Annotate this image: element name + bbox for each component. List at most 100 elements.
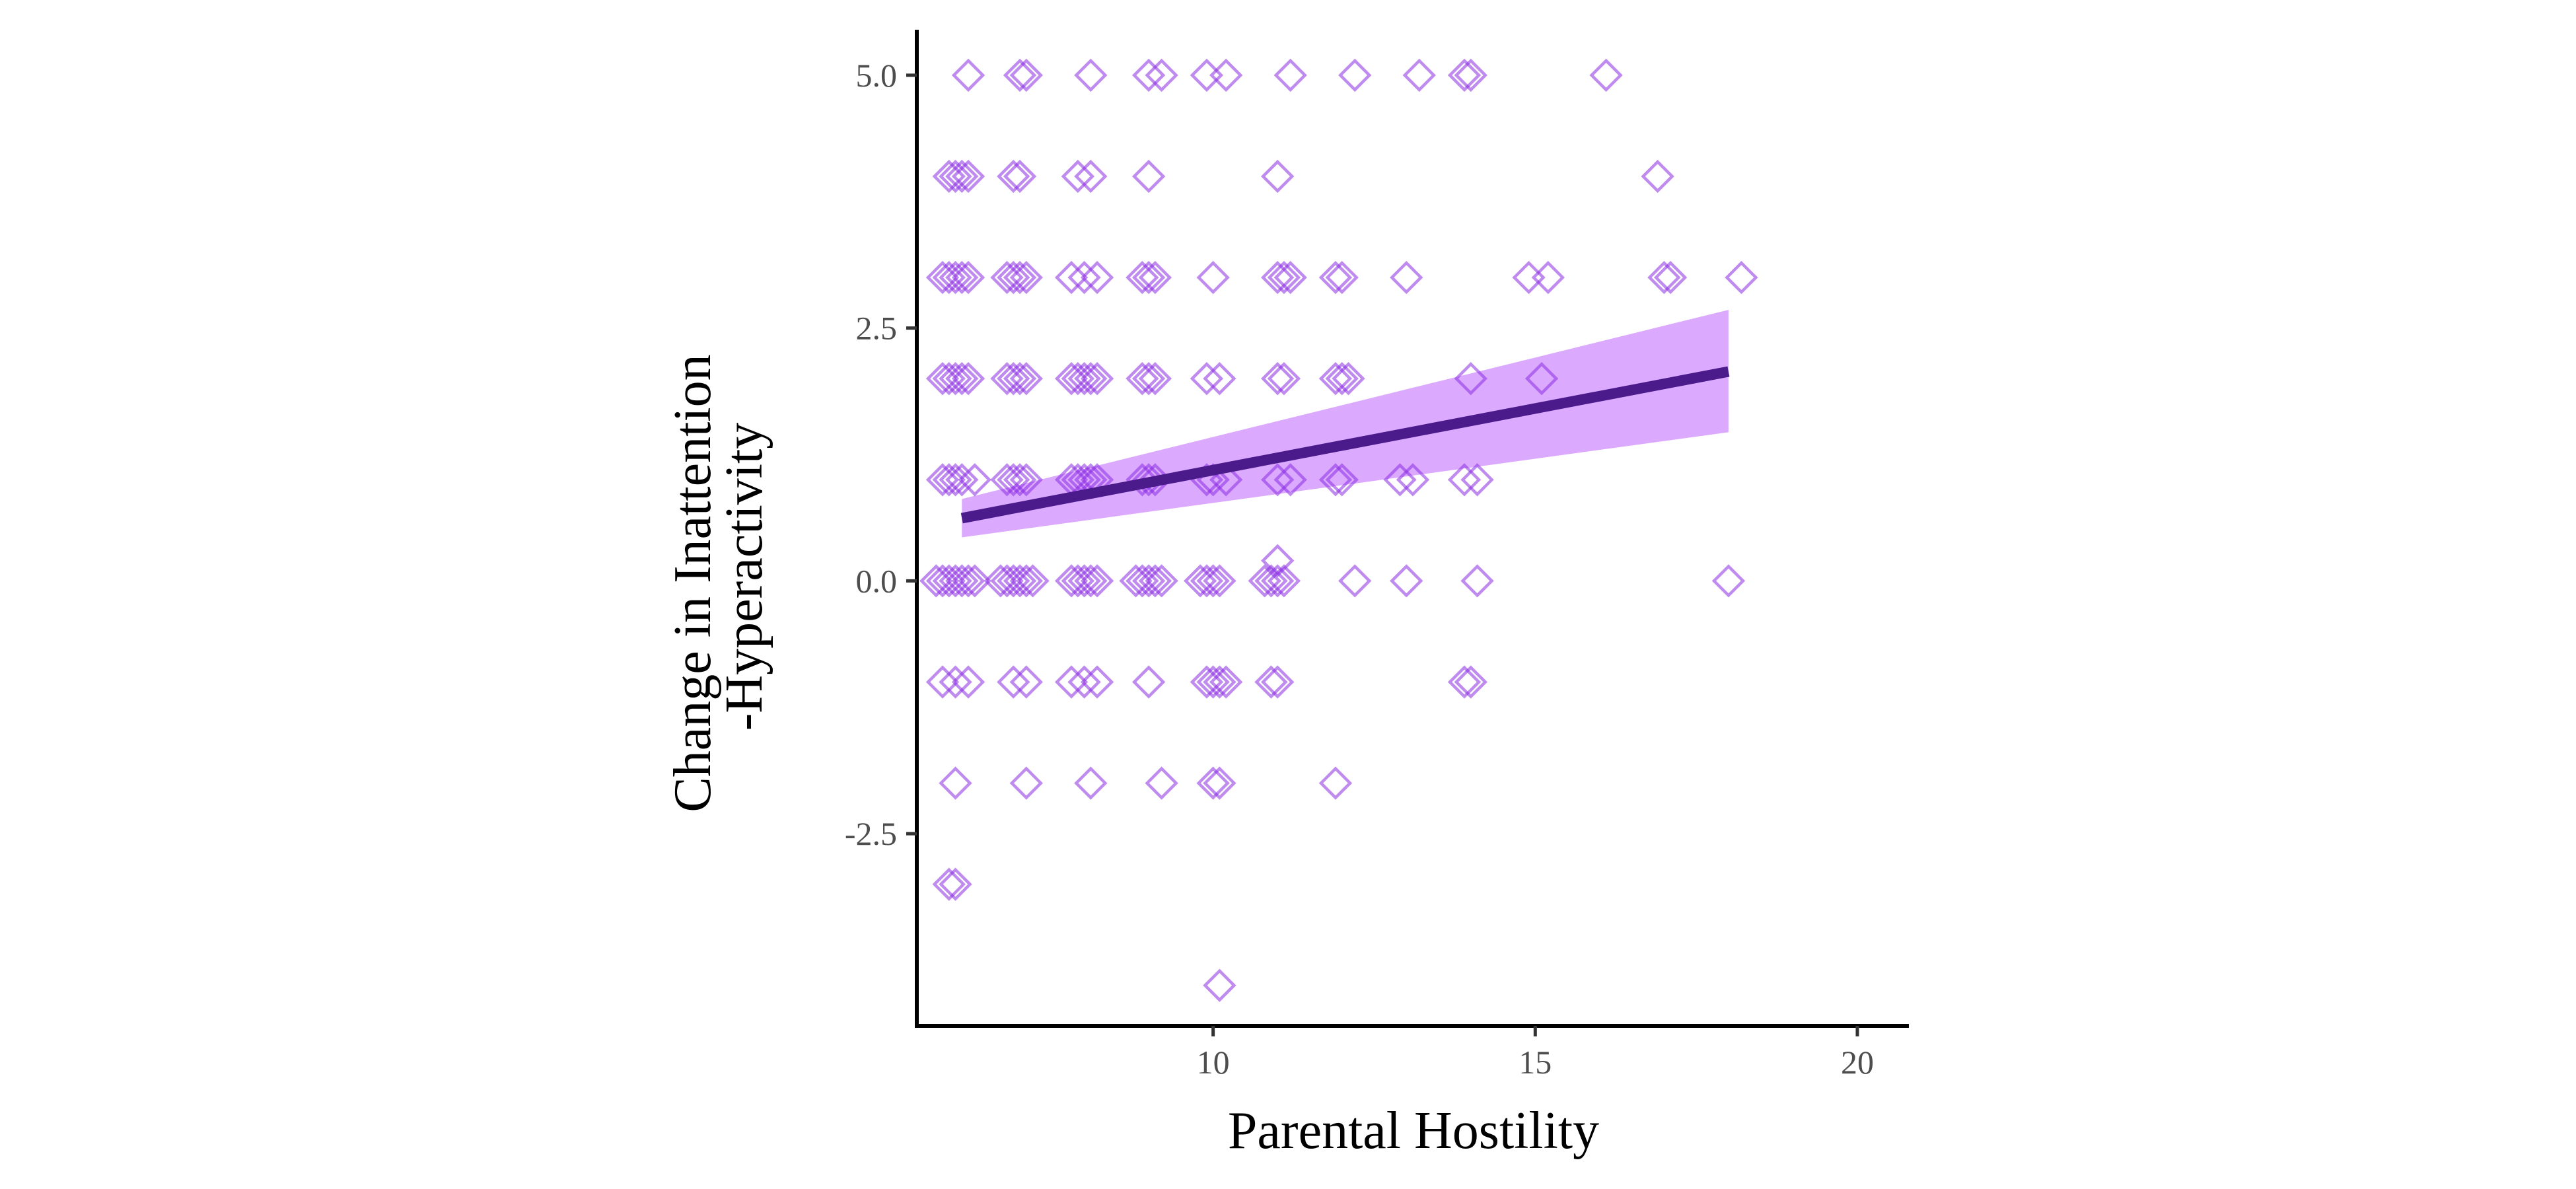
- data-point: [1009, 665, 1043, 699]
- data-point: [1131, 665, 1166, 699]
- data-point: [1273, 463, 1307, 497]
- x-tick-label: 20: [1841, 1044, 1874, 1081]
- data-point: [1260, 564, 1295, 598]
- data-point: [1126, 260, 1159, 295]
- data-point: [1447, 58, 1482, 92]
- data-point: [1074, 362, 1108, 396]
- data-point: [1009, 564, 1043, 598]
- data-point: [997, 159, 1030, 194]
- data-point: [1131, 463, 1166, 497]
- data-point: [1080, 564, 1114, 598]
- data-point: [932, 867, 966, 901]
- data-point: [1203, 968, 1236, 1002]
- data-point: [1653, 260, 1688, 295]
- data-point: [1080, 665, 1114, 699]
- data-point: [1074, 564, 1108, 598]
- data-point: [932, 463, 966, 497]
- data-point: [1318, 766, 1353, 800]
- data-point: [1054, 665, 1089, 699]
- data-point: [951, 665, 985, 699]
- data-point: [1209, 665, 1243, 699]
- data-point: [1131, 564, 1166, 598]
- data-point: [939, 260, 972, 295]
- data-point: [997, 362, 1030, 396]
- data-point: [1080, 260, 1114, 295]
- data-point: [1145, 766, 1178, 800]
- data-point: [1260, 260, 1295, 295]
- data-point: [1454, 58, 1487, 92]
- y-axis-title: Change in Inattention -Hyperactivity: [664, 341, 773, 812]
- data-point: [1318, 463, 1353, 497]
- data-point: [1074, 766, 1108, 800]
- data-point: [1390, 564, 1423, 598]
- data-point: [945, 159, 979, 194]
- data-point: [1138, 362, 1172, 396]
- data-point: [939, 665, 972, 699]
- data-point: [1325, 362, 1359, 396]
- data-point: [1260, 362, 1295, 396]
- y-axis: 5.0 2.5 0.0 -2.5: [845, 30, 919, 1026]
- data-point: [1067, 564, 1101, 598]
- data-point: [1260, 544, 1295, 577]
- data-point: [1460, 463, 1494, 497]
- x-tick-label: 15: [1519, 1044, 1552, 1081]
- data-point: [1145, 564, 1178, 598]
- data-point: [939, 159, 972, 194]
- data-point: [1138, 564, 1172, 598]
- data-point: [939, 867, 972, 901]
- data-point: [1009, 766, 1043, 800]
- data-point: [1512, 260, 1546, 295]
- x-axis-title: Parental Hostility: [1228, 1102, 1599, 1160]
- data-point: [1267, 260, 1301, 295]
- data-point: [1196, 665, 1230, 699]
- data-point: [1260, 159, 1295, 194]
- data-point: [1447, 665, 1482, 699]
- data-point: [939, 362, 972, 396]
- data-point: [1338, 58, 1372, 92]
- x-tick-label: 10: [1197, 1044, 1230, 1081]
- data-point: [1196, 260, 1230, 295]
- data-point: [1131, 260, 1166, 295]
- data-point: [1209, 58, 1243, 92]
- data-point: [1531, 260, 1565, 295]
- data-point: [1003, 463, 1037, 497]
- data-point: [1003, 58, 1037, 92]
- data-point: [951, 362, 985, 396]
- data-point: [1196, 564, 1230, 598]
- data-point: [1009, 260, 1043, 295]
- data-point: [1254, 564, 1288, 598]
- data-point: [1260, 665, 1295, 699]
- y-axis-title-line-1: Change in Inattention: [664, 354, 722, 812]
- plot-area: [919, 58, 1758, 1002]
- data-point: [951, 260, 985, 295]
- y-tick-label: 5.0: [856, 57, 898, 94]
- data-point: [945, 463, 979, 497]
- data-point: [1003, 260, 1037, 295]
- data-point: [951, 159, 985, 194]
- data-point: [1080, 362, 1114, 396]
- data-point: [1138, 260, 1172, 295]
- data-point: [939, 766, 972, 800]
- data-point: [1325, 463, 1359, 497]
- data-point: [1003, 564, 1037, 598]
- data-point: [1067, 665, 1101, 699]
- data-point: [1061, 159, 1095, 194]
- data-point: [1203, 766, 1236, 800]
- data-point: [1067, 362, 1101, 396]
- data-point: [1003, 362, 1037, 396]
- data-point: [1273, 58, 1307, 92]
- data-point: [1054, 260, 1089, 295]
- data-point: [1131, 362, 1166, 396]
- data-point: [997, 665, 1030, 699]
- data-point: [1454, 665, 1487, 699]
- data-point: [1016, 564, 1050, 598]
- data-point: [925, 665, 960, 699]
- data-point: [958, 463, 991, 497]
- y-tick-label: 0.0: [856, 562, 898, 599]
- regression-line: [960, 366, 1730, 524]
- data-point: [1145, 58, 1178, 92]
- data-point: [997, 260, 1030, 295]
- data-point: [1338, 564, 1372, 598]
- data-point: [1190, 564, 1224, 598]
- data-point: [1447, 463, 1482, 497]
